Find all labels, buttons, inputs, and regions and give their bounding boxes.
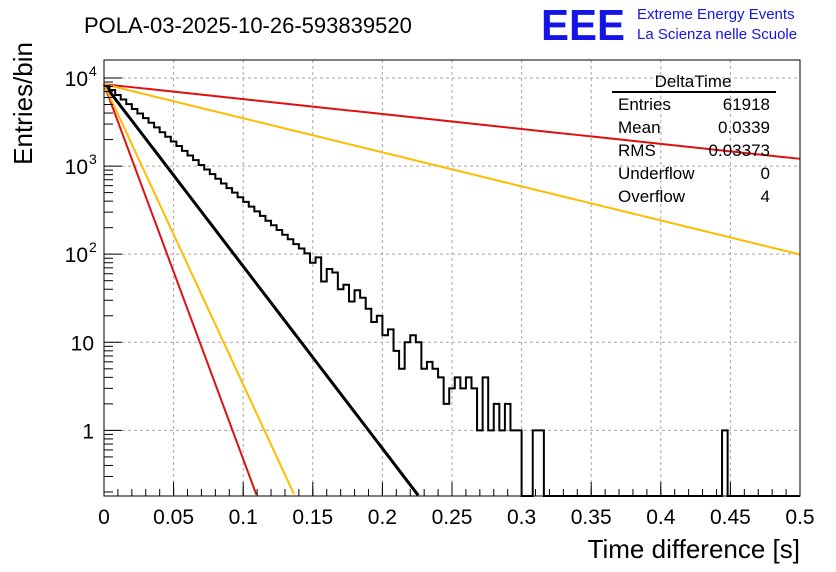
logo-mark: EEE bbox=[541, 1, 625, 50]
stats-label: Mean bbox=[618, 118, 661, 137]
x-tick-label: 0.2 bbox=[368, 506, 397, 529]
curve-orange-flat bbox=[103, 83, 801, 256]
stats-value: 4 bbox=[761, 187, 770, 206]
y-tick-exponent: 2 bbox=[89, 239, 97, 255]
stats-value: 61918 bbox=[723, 95, 770, 114]
stats-label: Underflow bbox=[618, 164, 695, 183]
stats-rows: Entries 61918 Mean 0.0339 RMS 0.03373 Underflo… bbox=[618, 95, 770, 206]
x-tick-label: 0.15 bbox=[292, 506, 333, 529]
chart-title: POLA-03-2025-10-26-593839520 bbox=[84, 13, 412, 38]
y-tick-label: 1 bbox=[82, 420, 94, 443]
eee-logo: EEE Extreme Energy Events La Scienza nel… bbox=[541, 1, 797, 50]
y-tick-exponent: 4 bbox=[89, 63, 97, 79]
curve-red-flat bbox=[103, 83, 801, 160]
y-tick-label: 10 bbox=[65, 244, 88, 267]
logo-line2: La Scienza nelle Scuole bbox=[637, 26, 797, 43]
curve-orange-steep bbox=[103, 83, 295, 495]
x-tick-label: 0.4 bbox=[646, 506, 676, 529]
y-tick-label: 10 bbox=[71, 332, 94, 355]
stats-label: RMS bbox=[618, 141, 656, 160]
axis-ticks bbox=[103, 77, 801, 496]
curve-fit bbox=[102, 83, 420, 497]
y-tick-label: 10 bbox=[65, 68, 88, 91]
stats-value: 0 bbox=[761, 164, 770, 183]
stats-value: 0.03373 bbox=[709, 141, 770, 160]
x-tick-label: 0.25 bbox=[432, 506, 473, 529]
x-axis-title: Time difference [s] bbox=[588, 534, 800, 564]
grid bbox=[104, 60, 800, 496]
stats-title: DeltaTime bbox=[655, 72, 732, 91]
x-tick-label: 0.05 bbox=[153, 506, 194, 529]
x-tick-label: 0.5 bbox=[785, 506, 814, 529]
stats-box: DeltaTime Entries 61918 Mean 0.0339 RMS 0.033… bbox=[612, 72, 776, 206]
x-tick-label: 0.45 bbox=[710, 506, 751, 529]
x-tick-label: 0 bbox=[98, 506, 110, 529]
curve-red-steep bbox=[103, 83, 258, 495]
y-axis-title: Entries/bin bbox=[8, 42, 38, 165]
x-tick-label: 0.35 bbox=[571, 506, 612, 529]
stats-label: Overflow bbox=[618, 187, 686, 206]
x-tick-label: 0.1 bbox=[229, 506, 258, 529]
fit-curves bbox=[102, 83, 801, 497]
y-tick-exponent: 3 bbox=[89, 151, 97, 167]
stats-label: Entries bbox=[618, 95, 671, 114]
x-tick-label: 0.3 bbox=[507, 506, 536, 529]
x-tick-labels: 0 0.05 0.1 0.15 0.2 0.25 0.3 0.35 0.4 0.45 0.5 bbox=[98, 506, 814, 529]
stats-value: 0.0339 bbox=[718, 118, 770, 137]
y-tick-label: 10 bbox=[65, 156, 88, 179]
logo-line1: Extreme Energy Events bbox=[637, 6, 795, 23]
